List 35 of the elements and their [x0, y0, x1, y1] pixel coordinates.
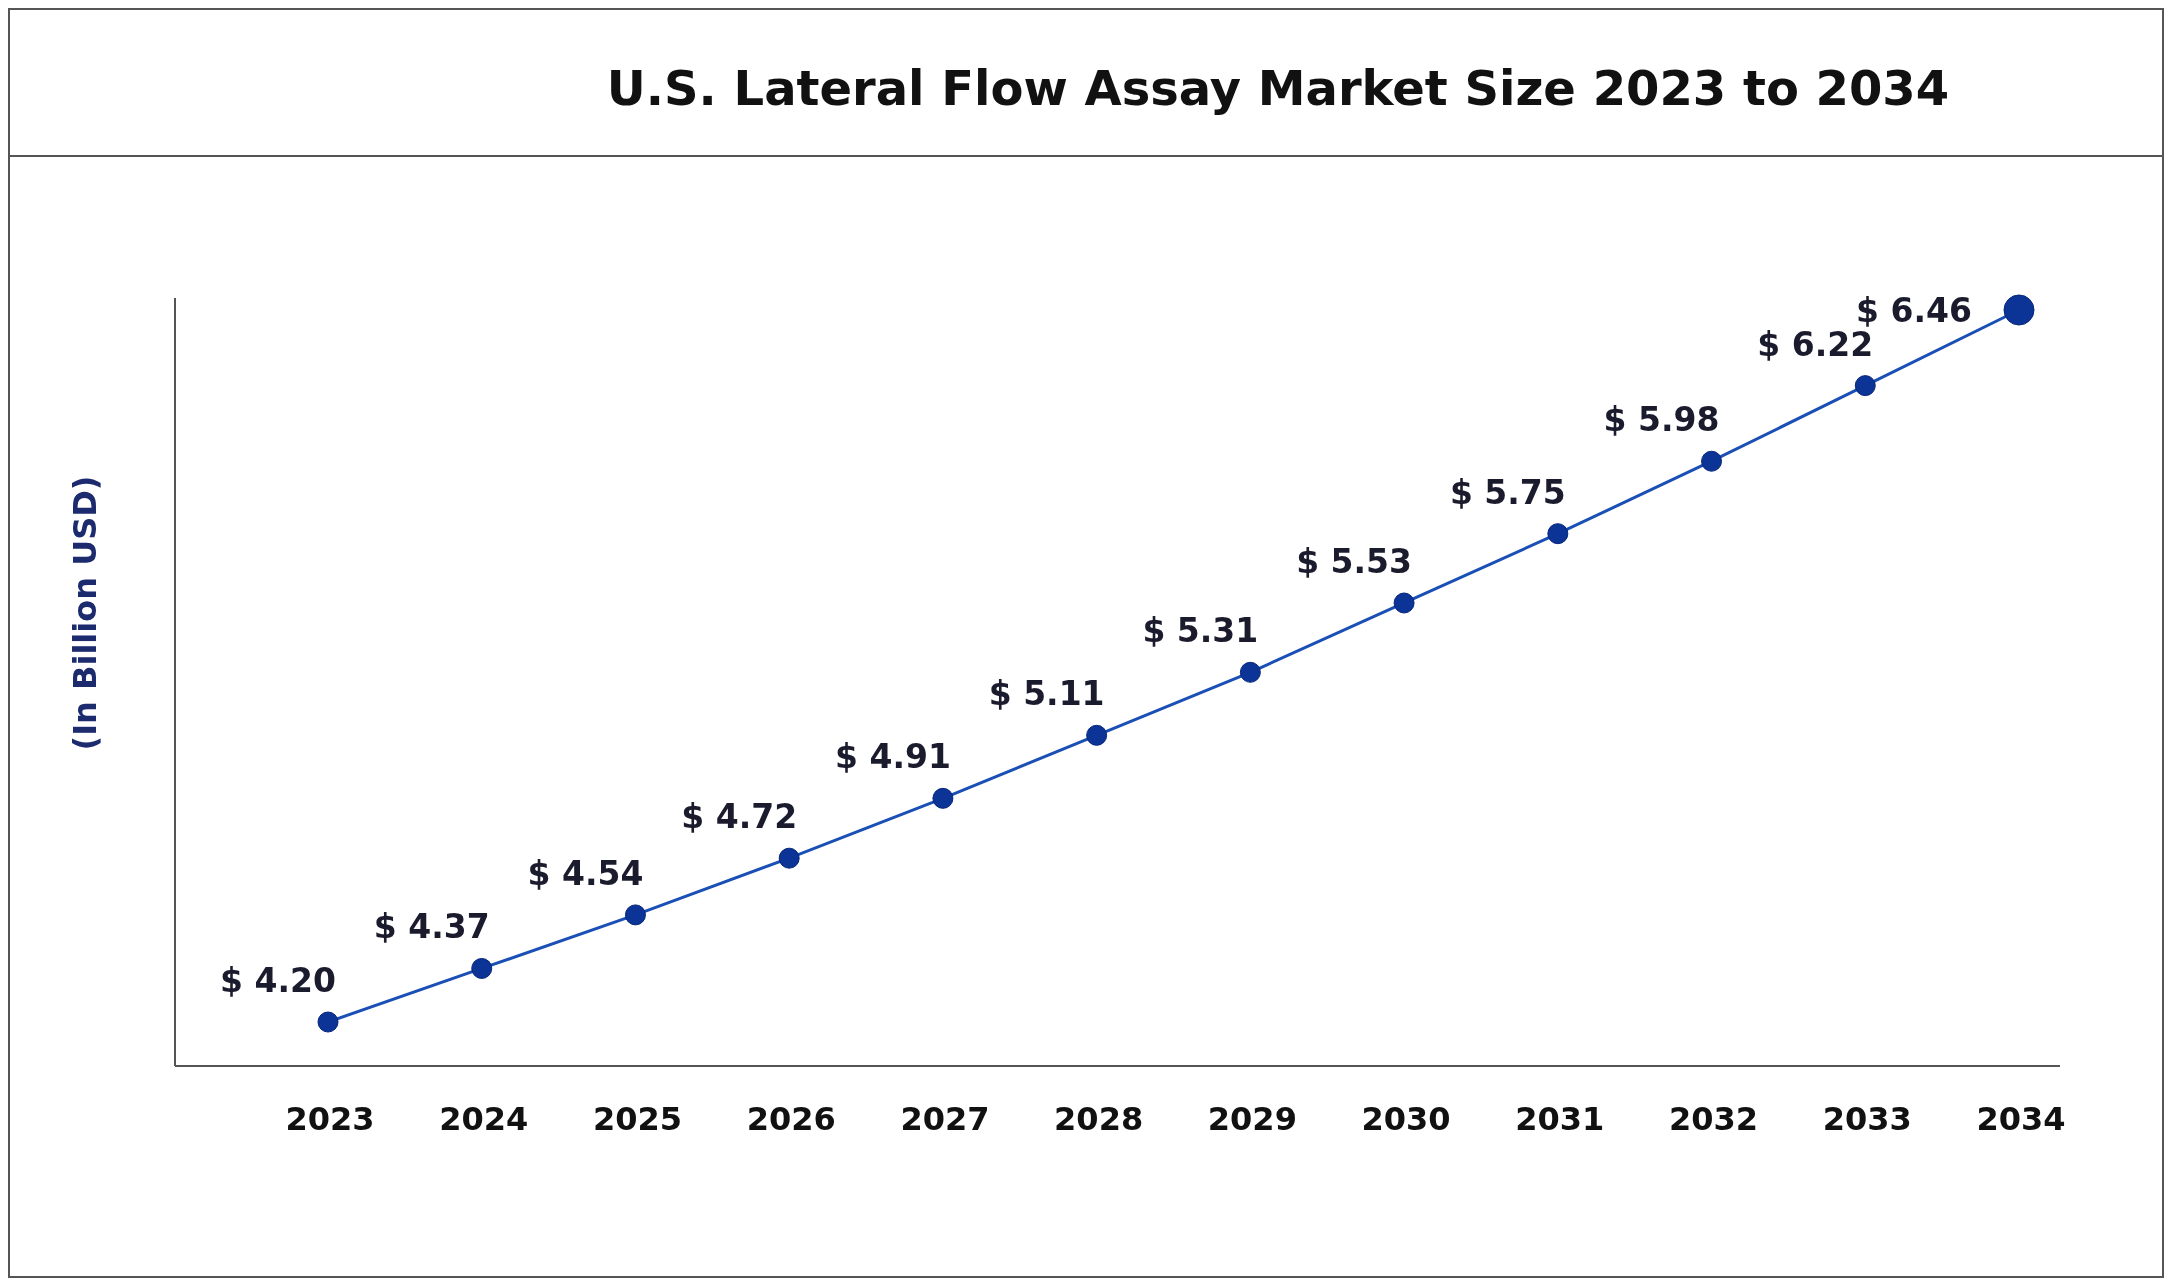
x-tick-label: 2030 [1361, 1100, 1451, 1138]
point [1239, 661, 1261, 683]
x-tick-label: 2029 [1207, 1100, 1297, 1138]
point [1086, 724, 1108, 746]
point [778, 847, 800, 869]
point [1701, 450, 1723, 472]
point [624, 904, 646, 926]
point [1393, 592, 1415, 614]
x-tick-label: 2027 [900, 1100, 990, 1138]
x-tick-label: 2034 [1976, 1100, 2066, 1138]
point [317, 1011, 339, 1033]
data-label: $ 4.54 [527, 853, 644, 893]
x-tick-label: 2033 [1822, 1100, 1912, 1138]
data-label: $ 5.75 [1449, 472, 1566, 512]
data-label: $ 4.20 [220, 961, 336, 1000]
x-tick-label: 2026 [746, 1100, 836, 1138]
point [471, 957, 493, 979]
data-label: $ 4.72 [681, 797, 798, 837]
data-label: $ 5.98 [1603, 400, 1720, 440]
data-label: $ 4.91 [834, 737, 951, 777]
data-label: $ 5.31 [1142, 611, 1259, 651]
y-axis-title: (In Billion USD) [66, 475, 104, 751]
data-label: $ 5.53 [1296, 541, 1413, 581]
x-tick-label: 2028 [1054, 1100, 1144, 1138]
x-tick-label: 2025 [592, 1100, 682, 1138]
data-label: $ 5.11 [988, 674, 1105, 714]
chart-title: U.S. Lateral Flow Assay Market Size 2023 to 2034 [606, 60, 1950, 116]
x-tick-label: 2023 [285, 1100, 375, 1138]
point [1547, 523, 1569, 545]
point [1854, 375, 1876, 397]
data-label: $ 4.37 [373, 907, 490, 947]
x-tick-label: 2031 [1515, 1100, 1605, 1138]
x-tick-label: 2032 [1669, 1100, 1759, 1138]
x-tick-label: 2024 [439, 1100, 529, 1138]
point [932, 787, 954, 809]
